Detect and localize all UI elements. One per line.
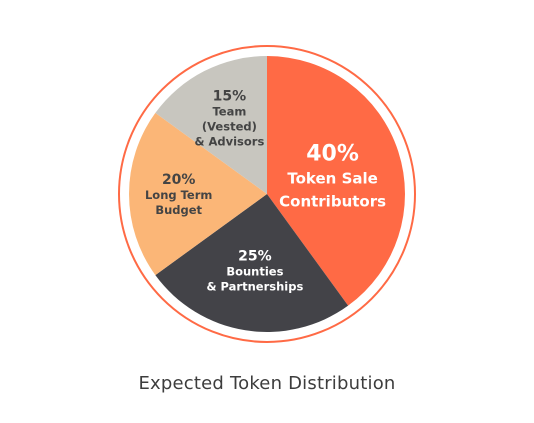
pie-slice-label: 15% Team (Vested) & Advisors	[194, 89, 264, 149]
pie-slice-label-line: Contributors	[279, 193, 386, 211]
chart-title: Expected Token Distribution	[138, 373, 396, 394]
pie-outer-ring	[118, 45, 416, 343]
pie-slice-label: 20% Long Term Budget	[145, 172, 212, 217]
pie-slice-label-line: (Vested)	[202, 120, 257, 134]
pie-slice-label-line: Budget	[155, 203, 202, 217]
pie-slice-label-line: Long Term	[145, 188, 212, 202]
pie-slice-percent: 40%	[306, 142, 359, 167]
pie-slice-percent: 25%	[238, 248, 272, 264]
pie-slice-percent: 20%	[162, 172, 196, 188]
pie-slice-label-line: Bounties	[226, 264, 283, 278]
pie-slice-label-line: Token Sale	[287, 170, 377, 188]
pie-slice	[267, 56, 405, 306]
pie-slice-label-line: & Advisors	[194, 135, 264, 149]
pie-slice-label-line: & Partnerships	[207, 279, 304, 293]
pie-slice-percent: 15%	[213, 89, 247, 105]
pie-slice	[155, 56, 267, 194]
pie-slice-label-line: Team	[212, 105, 246, 119]
pie-slice-label: 40% Token Sale Contributors	[279, 142, 386, 211]
pie-labels: 40% Token Sale Contributors 25% Bounties & Pa…	[145, 89, 386, 294]
pie-slice	[155, 194, 349, 332]
pie-slice	[129, 112, 267, 276]
pie-slices	[129, 56, 405, 332]
pie-slice-label: 25% Bounties & Partnerships	[207, 248, 304, 293]
